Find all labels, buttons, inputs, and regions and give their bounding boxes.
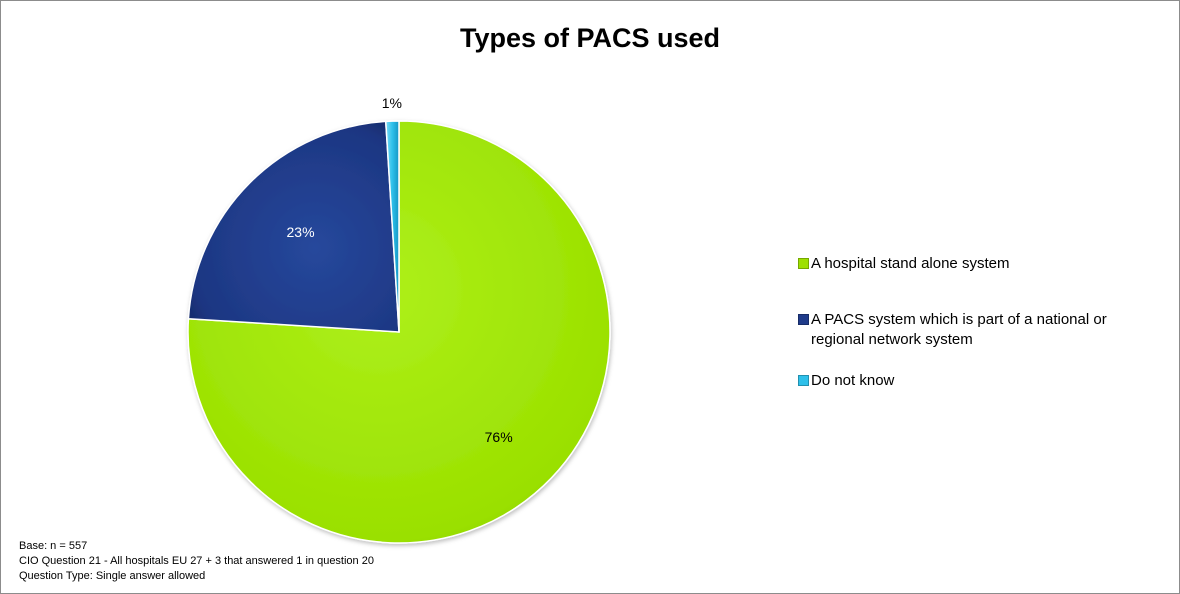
pie-slice-do-not-know — [384, 120, 400, 333]
data-label-network-system: 23% — [287, 224, 315, 240]
legend-swatch-do-not-know — [798, 375, 809, 386]
pie-slice-stand-alone — [187, 120, 611, 544]
legend-item-do-not-know: Do not know — [798, 371, 1161, 391]
legend-item-stand-alone: A hospital stand alone system — [798, 254, 1161, 274]
data-label-stand-alone: 76% — [485, 429, 513, 445]
footnote-question: CIO Question 21 - All hospitals EU 27 + … — [19, 555, 374, 567]
footnote-question-type: Question Type: Single answer allowed — [19, 570, 206, 582]
pie-slice-network-system — [187, 120, 400, 333]
legend-label-do-not-know: Do not know — [811, 372, 895, 389]
legend-label-network-system: A PACS system which is part of a nationa… — [811, 311, 1107, 348]
chart-title: Types of PACS used — [459, 23, 721, 53]
legend-swatch-network-system — [798, 314, 809, 325]
legend-item-network-system: A PACS system which is part of a nationa… — [798, 310, 1161, 350]
data-label-do-not-know: 1% — [382, 95, 402, 111]
legend-swatch-stand-alone — [798, 258, 809, 269]
legend-label-stand-alone: A hospital stand alone system — [811, 255, 1010, 272]
footnote-base: Base: n = 557 — [19, 540, 88, 552]
footnote: Base: n = 557 CIO Question 21 - All hosp… — [19, 539, 374, 584]
